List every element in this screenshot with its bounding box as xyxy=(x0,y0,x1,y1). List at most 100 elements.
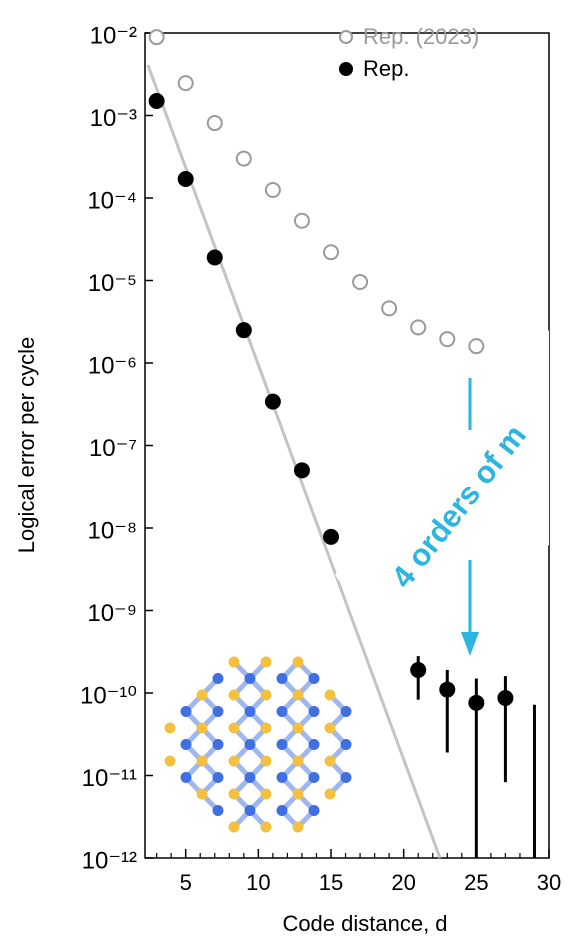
lattice-qubit xyxy=(276,772,288,783)
data-point xyxy=(497,689,514,706)
lattice-qubit xyxy=(212,805,224,816)
lattice-qubit xyxy=(260,755,272,767)
lattice-qubit xyxy=(260,689,272,701)
data-point xyxy=(439,681,456,698)
lattice-qubit xyxy=(212,706,224,717)
lattice-qubit xyxy=(308,772,320,783)
lattice-qubit xyxy=(180,706,192,717)
lattice-qubit xyxy=(212,673,224,684)
lattice-qubit xyxy=(244,673,256,684)
lattice-qubit xyxy=(212,772,224,783)
lattice-qubit xyxy=(228,788,240,800)
lattice-qubit xyxy=(244,772,256,783)
data-point xyxy=(410,662,427,679)
lattice-qubit xyxy=(228,689,240,701)
x-tick-label: 15 xyxy=(319,870,343,895)
legend-marker xyxy=(339,30,353,44)
data-point xyxy=(206,115,223,132)
y-tick-label: 10⁻¹⁰ xyxy=(80,682,137,709)
data-point xyxy=(264,182,281,199)
y-tick-label: 10⁻⁶ xyxy=(88,352,137,379)
x-tick-label: 25 xyxy=(464,870,488,895)
x-tick-label: 20 xyxy=(391,870,415,895)
lattice-qubit xyxy=(180,739,192,750)
x-axis-label: Code distance, d xyxy=(282,911,447,936)
lattice-qubit xyxy=(292,689,304,701)
data-point xyxy=(148,29,165,46)
y-tick-label: 10⁻³ xyxy=(90,105,137,132)
legend-label: Rep. xyxy=(363,56,409,81)
y-tick-label: 10⁻⁷ xyxy=(89,435,137,462)
data-point xyxy=(293,212,310,229)
lattice-qubit xyxy=(324,689,336,701)
lattice-qubit xyxy=(228,656,240,668)
annotation-arrowhead xyxy=(461,632,479,656)
data-point xyxy=(352,273,369,290)
lattice-qubit xyxy=(276,673,288,684)
lattice-qubit xyxy=(340,772,352,783)
lattice-qubit xyxy=(260,821,272,833)
x-tick-label: 5 xyxy=(180,870,192,895)
data-point xyxy=(206,249,223,266)
data-point xyxy=(235,322,252,339)
lattice-qubit xyxy=(164,755,176,767)
inset-lattice xyxy=(164,656,352,833)
legend-label: Rep. (2023) xyxy=(363,24,479,49)
lattice-qubit xyxy=(260,656,272,668)
y-tick-label: 10⁻⁸ xyxy=(88,517,138,544)
lattice-qubit xyxy=(244,739,256,750)
data-point xyxy=(468,694,485,711)
lattice-qubit xyxy=(244,706,256,717)
lattice-qubit xyxy=(324,755,336,767)
lattice-qubit xyxy=(292,656,304,668)
lattice-qubit xyxy=(196,788,208,800)
x-tick-label: 30 xyxy=(537,870,561,895)
data-point xyxy=(323,244,340,261)
lattice-qubit xyxy=(260,788,272,800)
data-point xyxy=(293,462,310,479)
lattice-qubit xyxy=(308,706,320,717)
fit-line xyxy=(146,64,442,859)
lattice-qubit xyxy=(164,722,176,734)
data-point xyxy=(410,319,427,336)
data-point xyxy=(235,150,252,167)
overlay-band xyxy=(335,330,549,650)
lattice-qubit xyxy=(292,755,304,767)
data-point xyxy=(323,528,340,545)
lattice-qubit xyxy=(180,772,192,783)
lattice-qubit xyxy=(196,722,208,734)
lattice-qubit xyxy=(292,821,304,833)
lattice-qubit xyxy=(324,788,336,800)
lattice-qubit xyxy=(228,821,240,833)
data-point xyxy=(439,331,456,348)
x-tick-label: 10 xyxy=(246,870,270,895)
y-tick-label: 10⁻¹¹ xyxy=(82,765,137,792)
legend-marker xyxy=(339,62,353,76)
lattice-qubit xyxy=(276,805,288,816)
lattice-qubit xyxy=(308,805,320,816)
lattice-qubit xyxy=(292,788,304,800)
lattice-qubit xyxy=(340,739,352,750)
y-tick-label: 10⁻⁵ xyxy=(88,270,137,297)
lattice-qubit xyxy=(308,673,320,684)
lattice-qubit xyxy=(340,706,352,717)
data-point xyxy=(177,170,194,187)
y-axis-label: Logical error per cycle xyxy=(14,337,39,553)
data-point xyxy=(264,393,281,410)
lattice-qubit xyxy=(308,739,320,750)
y-tick-label: 10⁻⁴ xyxy=(87,187,137,214)
lattice-qubit xyxy=(260,722,272,734)
lattice-qubit xyxy=(276,739,288,750)
lattice-qubit xyxy=(228,722,240,734)
lattice-qubit xyxy=(244,805,256,816)
data-point xyxy=(177,75,194,92)
lattice-qubit xyxy=(228,755,240,767)
y-tick-label: 10⁻⁹ xyxy=(87,600,137,627)
data-point xyxy=(148,92,165,109)
lattice-qubit xyxy=(324,722,336,734)
lattice-qubit xyxy=(292,722,304,734)
y-tick-label: 10⁻¹² xyxy=(82,847,137,874)
lattice-qubit xyxy=(196,689,208,701)
data-point xyxy=(468,338,485,355)
